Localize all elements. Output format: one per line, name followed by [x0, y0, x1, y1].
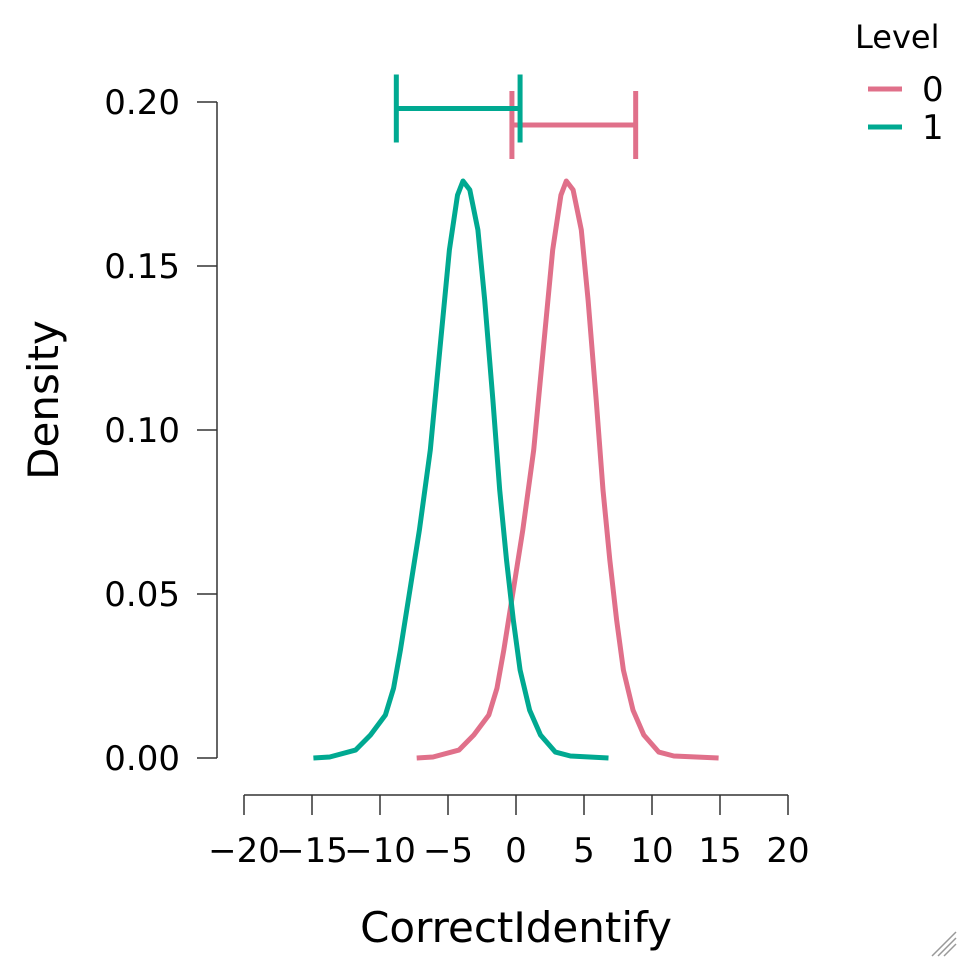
x-tick-label: −15	[276, 831, 348, 871]
x-axis-label: CorrectIdentify	[360, 903, 672, 952]
legend-label-level-0: 0	[922, 70, 944, 110]
x-tick-label: −20	[208, 831, 280, 871]
y-tick-label: 0.05	[104, 575, 180, 615]
interval-level-0	[509, 90, 639, 159]
y-axis-label: Density	[19, 320, 68, 480]
series-layer	[313, 74, 719, 761]
y-tick-label: 0.15	[104, 247, 180, 287]
resize-handle-icon[interactable]	[931, 931, 957, 957]
interval-level-1	[393, 74, 523, 143]
x-tick-label: −10	[344, 831, 416, 871]
x-tick-label: 20	[766, 831, 809, 871]
x-tick-label: 0	[505, 831, 527, 871]
x-tick-label: 15	[698, 831, 741, 871]
y-tick-label: 0.00	[104, 739, 180, 779]
legend-label-level-1: 1	[922, 108, 944, 148]
x-tick-label: 10	[630, 831, 673, 871]
legend-title: Level	[855, 18, 939, 56]
density-line-level-0	[416, 178, 719, 761]
legend: Level 01	[855, 18, 944, 148]
x-tick-label: −5	[423, 831, 473, 871]
y-tick-label: 0.10	[104, 411, 180, 451]
y-tick-label: 0.20	[104, 83, 180, 123]
y-axis: 0.00 0.05 0.10 0.15 0.20	[104, 83, 218, 779]
x-tick-label: 5	[573, 831, 595, 871]
x-axis: −20−15−10 −5 0 5 10 15 20	[208, 794, 810, 871]
density-line-level-1	[313, 178, 609, 761]
